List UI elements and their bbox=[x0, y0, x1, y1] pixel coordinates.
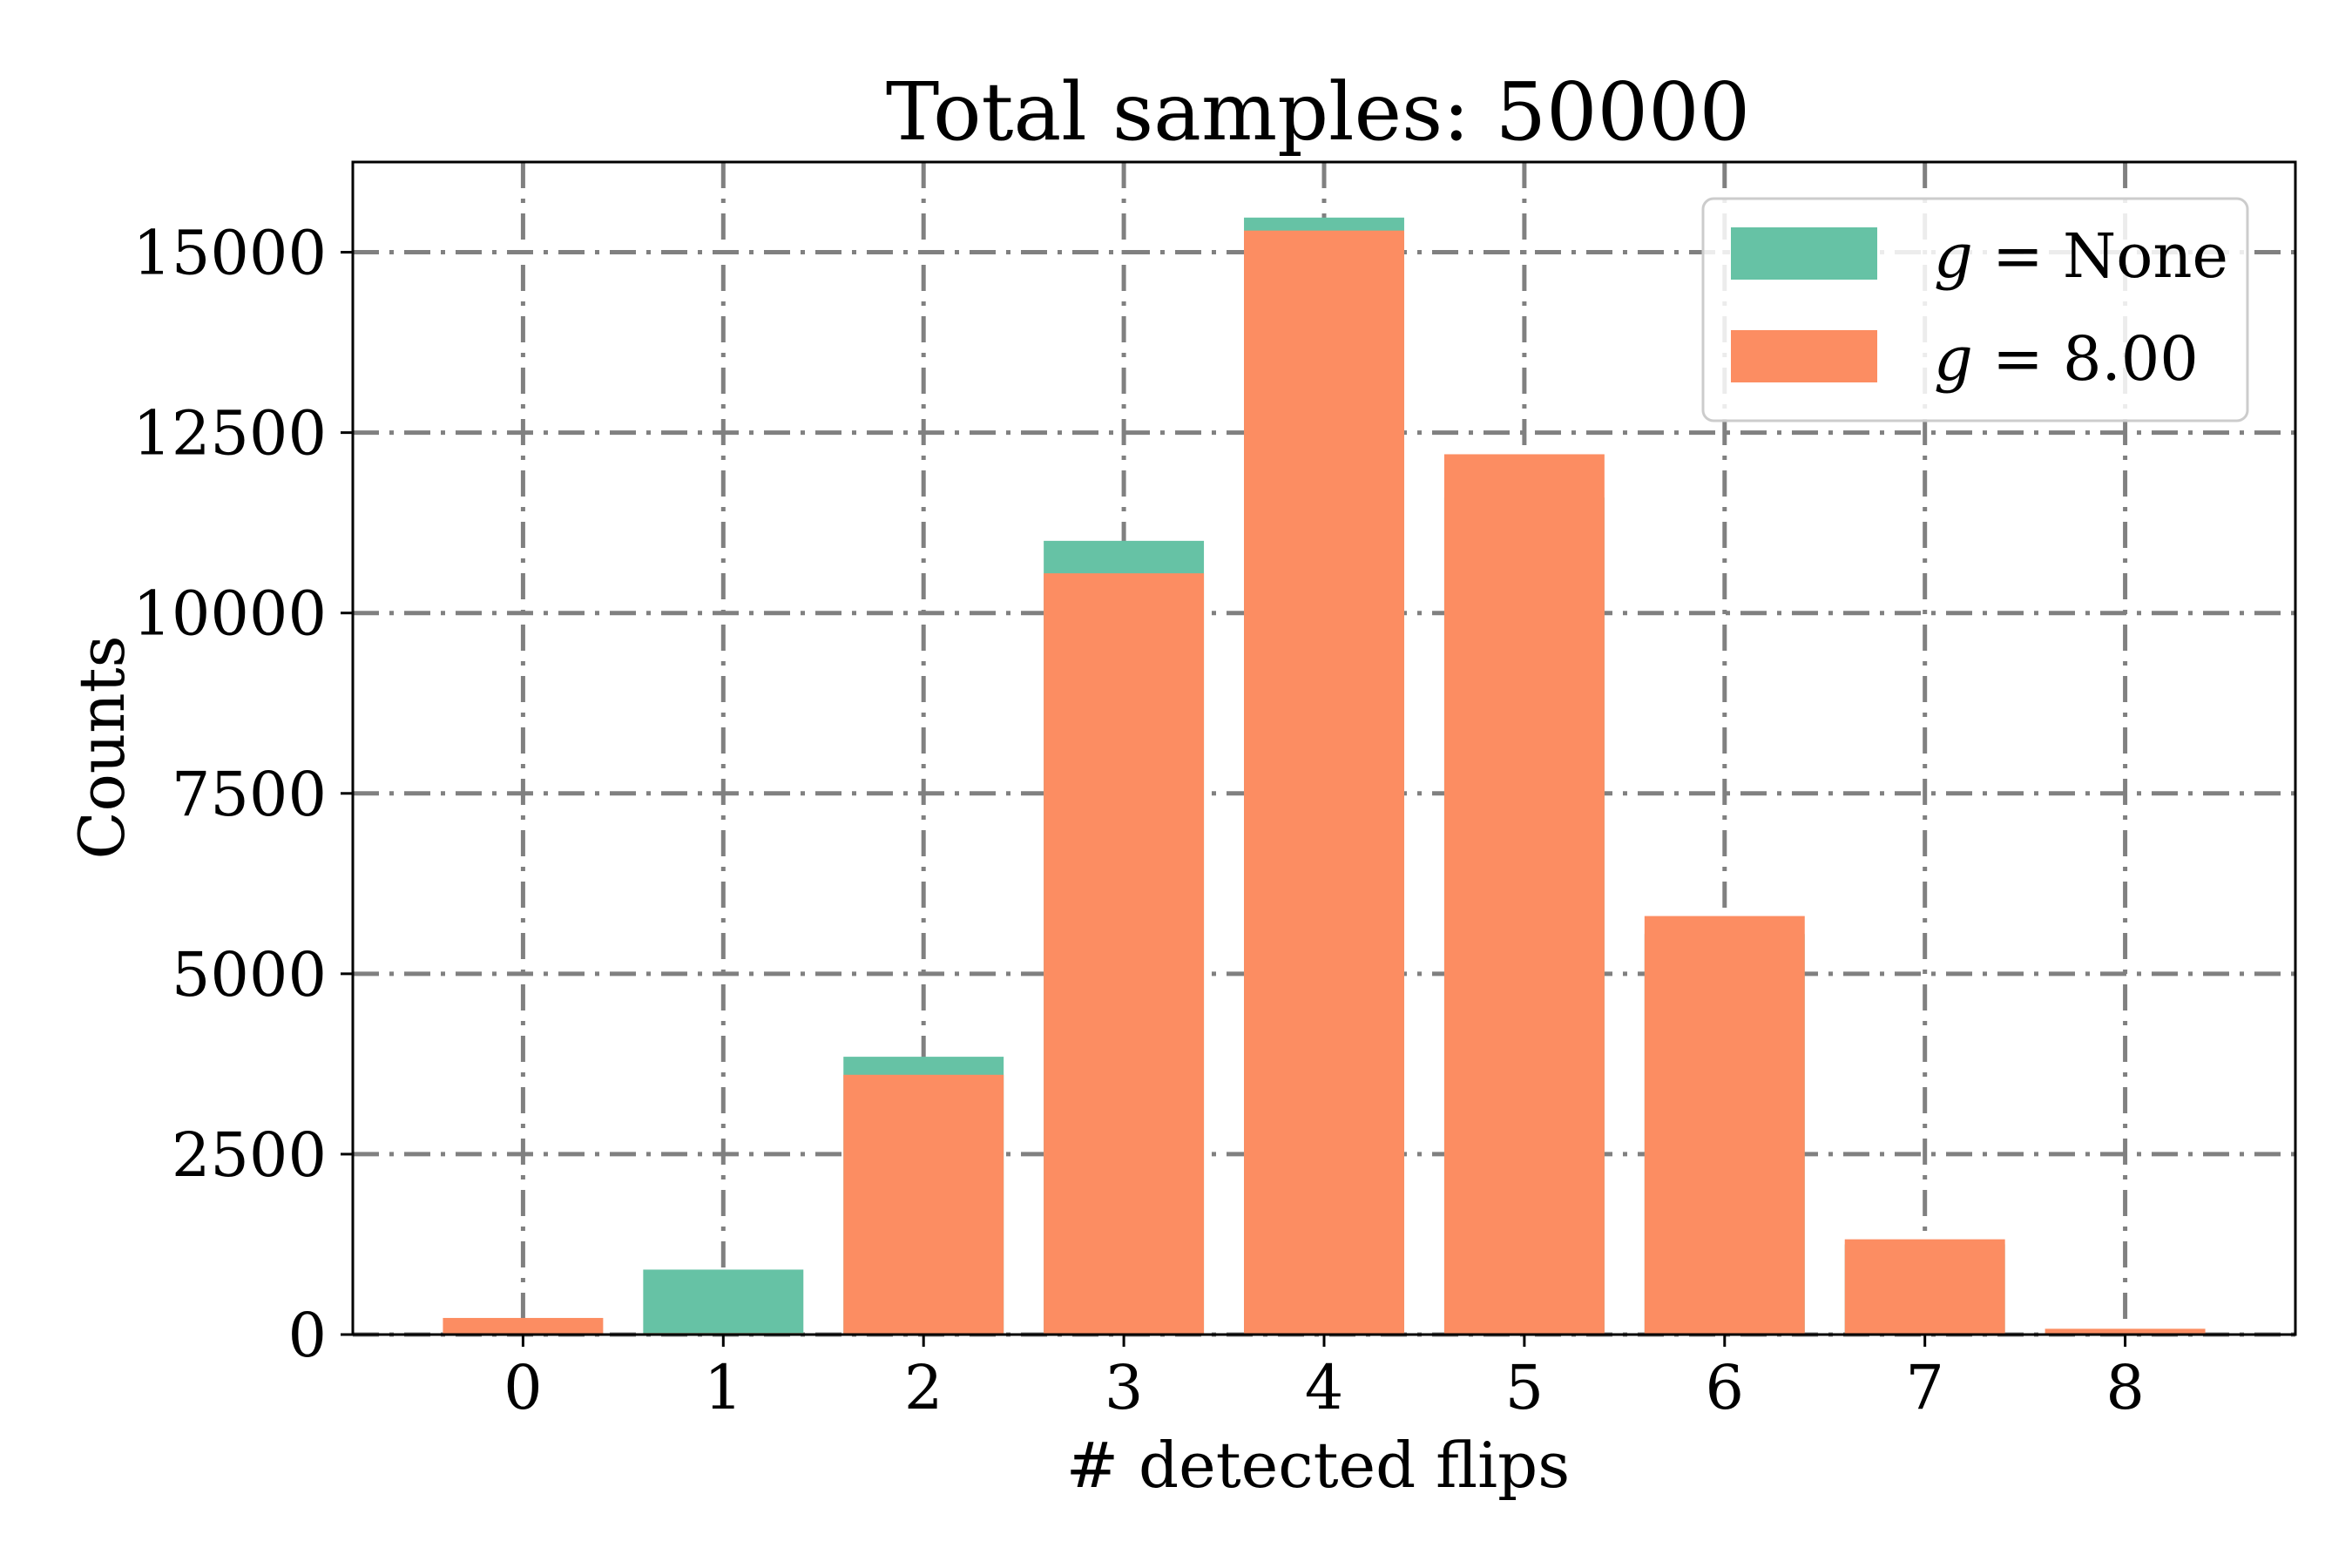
legend-label-1: g = None bbox=[1934, 220, 2228, 292]
y-tick-label-7500: 7500 bbox=[172, 759, 327, 830]
legend-text-1: = None bbox=[1973, 220, 2228, 292]
legend-symbol-2: g bbox=[1934, 323, 1973, 395]
legend-text-2: = 8.00 bbox=[1973, 323, 2199, 395]
x-tick-label-8: 8 bbox=[2105, 1352, 2145, 1423]
legend-swatch-2 bbox=[1731, 330, 1877, 382]
bar-series-2-2 bbox=[843, 1074, 1004, 1335]
y-tick-label-0: 0 bbox=[287, 1300, 327, 1371]
chart-title: Total samples: 50000 bbox=[886, 65, 1750, 159]
legend-symbol-1: g bbox=[1934, 220, 1973, 292]
x-tick-label-1: 1 bbox=[704, 1352, 743, 1423]
bar-series-2-7 bbox=[1844, 1239, 2005, 1335]
y-tick-label-15000: 15000 bbox=[132, 218, 327, 289]
y-tick-label-10000: 10000 bbox=[132, 578, 327, 650]
bar-series-2-5 bbox=[1443, 454, 1605, 1335]
x-tick-label-7: 7 bbox=[1905, 1352, 1944, 1423]
x-axis-label: # detected flips bbox=[1066, 1429, 1570, 1502]
y-tick-label-5000: 5000 bbox=[172, 939, 327, 1010]
legend-label-2: g = 8.00 bbox=[1934, 323, 2199, 395]
x-tick-label-3: 3 bbox=[1105, 1352, 1144, 1423]
x-tick-label-6: 6 bbox=[1706, 1352, 1745, 1423]
x-tick-label-0: 0 bbox=[504, 1352, 543, 1423]
bar-series-1-1 bbox=[643, 1269, 804, 1335]
y-axis-label: Counts bbox=[65, 635, 139, 859]
bar-series-2-4 bbox=[1244, 230, 1404, 1335]
x-tick-label-4: 4 bbox=[1305, 1352, 1344, 1423]
axes: 0 1 2 3 4 5 6 7 8 0 2500 5000 7500 10000 12500 15000 bbox=[132, 160, 2297, 1423]
bar-series-2-6 bbox=[1644, 916, 1805, 1335]
bar-series-2-0 bbox=[443, 1317, 604, 1335]
bar-series-2-8 bbox=[2044, 1328, 2206, 1335]
bar-series-2-3 bbox=[1044, 573, 1205, 1335]
x-tick-label-2: 2 bbox=[904, 1352, 943, 1423]
y-tick-label-12500: 12500 bbox=[132, 398, 327, 470]
x-tick-label-5: 5 bbox=[1505, 1352, 1544, 1423]
legend-swatch-1 bbox=[1731, 227, 1877, 280]
y-tick-label-2500: 2500 bbox=[172, 1119, 327, 1191]
bars bbox=[443, 217, 2206, 1335]
